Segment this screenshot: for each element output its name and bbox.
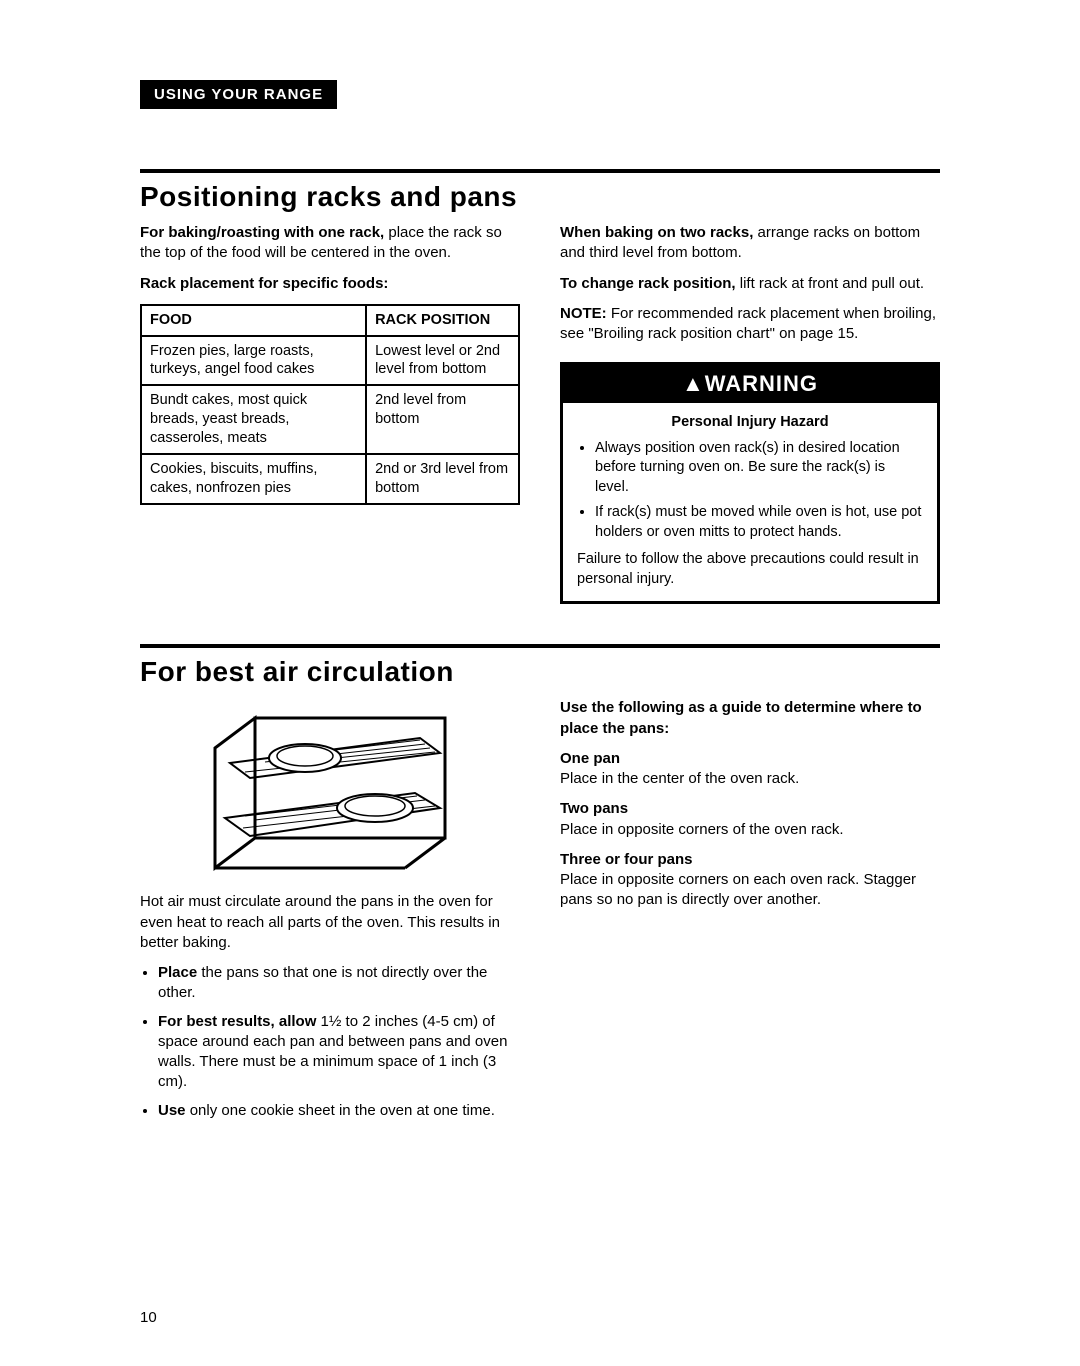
bullet-best-results: For best results, allow 1½ to 2 inches (… — [158, 1012, 520, 1093]
change-pos-bold: To change rack position, — [560, 275, 736, 292]
warning-bullet: If rack(s) must be moved while oven is h… — [595, 503, 923, 542]
warning-title: Personal Injury Hazard — [577, 413, 923, 433]
guide-three-four-text: Place in opposite corners on each oven r… — [560, 870, 940, 911]
bullet-bold: Use — [158, 1102, 186, 1119]
food-cell: Cookies, biscuits, muffins, cakes, nonfr… — [141, 454, 366, 504]
page-number: 10 — [140, 1309, 157, 1326]
warning-box: ▲WARNING Personal Injury Hazard Always p… — [560, 362, 940, 604]
bullet-use: Use only one cookie sheet in the oven at… — [158, 1101, 520, 1121]
bullet-rest: only one cookie sheet in the oven at one… — [186, 1102, 495, 1119]
note-para: NOTE: For recommended rack placement whe… — [560, 304, 940, 345]
two-racks-bold: When baking on two racks, — [560, 224, 753, 241]
two-racks-para: When baking on two racks, arrange racks … — [560, 223, 940, 264]
table-header-row: FOOD RACK POSITION — [141, 305, 519, 336]
section-rule — [140, 169, 940, 173]
food-cell: Frozen pies, large roasts, turkeys, ange… — [141, 336, 366, 386]
guide-three-four-head: Three or four pans — [560, 850, 940, 870]
pos-cell: 2nd level from bottom — [366, 385, 519, 454]
change-pos-rest: lift rack at front and pull out. — [736, 275, 924, 292]
air-circ-bullets: Place the pans so that one is not direct… — [140, 963, 520, 1121]
section2-columns: Hot air must circulate around the pans i… — [140, 698, 940, 1129]
food-cell: Bundt cakes, most quick breads, yeast br… — [141, 385, 366, 454]
warning-header-text: WARNING — [705, 371, 818, 396]
warning-bullet: Always position oven rack(s) in desired … — [595, 439, 923, 498]
intro-para: For baking/roasting with one rack, place… — [140, 223, 520, 264]
oven-rack-illustration — [195, 708, 465, 878]
note-bold: NOTE: — [560, 305, 607, 322]
warning-bullets: Always position oven rack(s) in desired … — [577, 439, 923, 543]
warning-footer: Failure to follow the above precautions … — [577, 550, 923, 589]
section-header-tab: USING YOUR RANGE — [140, 80, 337, 109]
table-row: Bundt cakes, most quick breads, yeast br… — [141, 385, 519, 454]
pos-cell: Lowest level or 2nd level from bottom — [366, 336, 519, 386]
table-row: Frozen pies, large roasts, turkeys, ange… — [141, 336, 519, 386]
change-position-para: To change rack position, lift rack at fr… — [560, 274, 940, 294]
section-rule — [140, 644, 940, 648]
guide-two-pans-head: Two pans — [560, 799, 940, 819]
intro-bold: For baking/roasting with one rack, — [140, 224, 384, 241]
bullet-rest: the pans so that one is not directly ove… — [158, 964, 487, 1001]
air-circ-caption: Hot air must circulate around the pans i… — [140, 892, 520, 953]
section2: For best air circulation — [140, 644, 940, 1129]
col-food: FOOD — [141, 305, 366, 336]
bullet-place: Place the pans so that one is not direct… — [158, 963, 520, 1004]
section2-left-col: Hot air must circulate around the pans i… — [140, 698, 520, 1129]
note-rest: For recommended rack placement when broi… — [560, 305, 936, 342]
rack-placement-subhead: Rack placement for specific foods: — [140, 274, 520, 294]
section-title-positioning: Positioning racks and pans — [140, 181, 940, 213]
section1-columns: For baking/roasting with one rack, place… — [140, 223, 940, 604]
bullet-bold: For best results, allow — [158, 1013, 316, 1030]
pan-guide-intro: Use the following as a guide to determin… — [560, 698, 940, 739]
guide-one-pan-head: One pan — [560, 749, 940, 769]
table-row: Cookies, biscuits, muffins, cakes, nonfr… — [141, 454, 519, 504]
section-title-air-circulation: For best air circulation — [140, 656, 940, 688]
guide-two-pans-text: Place in opposite corners of the oven ra… — [560, 820, 940, 840]
section1-left-col: For baking/roasting with one rack, place… — [140, 223, 520, 604]
pos-cell: 2nd or 3rd level from bottom — [366, 454, 519, 504]
warning-body: Personal Injury Hazard Always position o… — [563, 403, 937, 602]
warning-triangle-icon: ▲ — [682, 371, 705, 396]
warning-header: ▲WARNING — [563, 365, 937, 403]
section1-right-col: When baking on two racks, arrange racks … — [560, 223, 940, 604]
rack-placement-table: FOOD RACK POSITION Frozen pies, large ro… — [140, 304, 520, 505]
col-rack-position: RACK POSITION — [366, 305, 519, 336]
bullet-bold: Place — [158, 964, 197, 981]
section2-right-col: Use the following as a guide to determin… — [560, 698, 940, 1129]
guide-one-pan-text: Place in the center of the oven rack. — [560, 769, 940, 789]
